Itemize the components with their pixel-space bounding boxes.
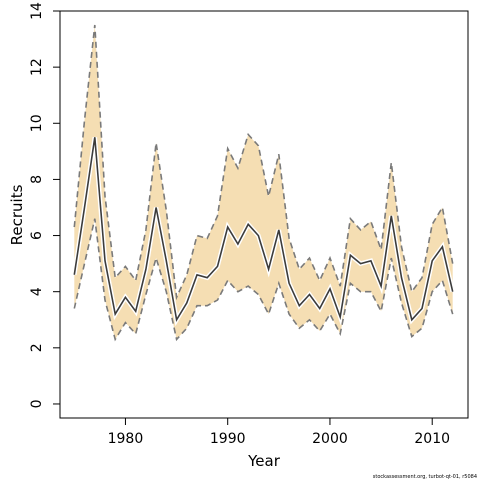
x-tick-label: 2010 (414, 431, 450, 447)
upper-bound-line (73, 24, 454, 301)
x-tick-label: 1980 (108, 431, 144, 447)
y-tick-label: 8 (29, 175, 45, 184)
y-tick-label: 12 (29, 58, 45, 76)
y-tick-label: 2 (29, 343, 45, 352)
y-tick-label: 6 (29, 231, 45, 240)
plot-frame (59, 10, 469, 419)
median-line (73, 137, 454, 323)
y-tick-label: 14 (29, 2, 45, 20)
y-axis-title: Recruits (8, 184, 26, 245)
x-tick-label: 2000 (312, 431, 348, 447)
y-tick-label: 0 (29, 400, 45, 409)
y-tick-label: 4 (29, 287, 45, 296)
confidence-band (74, 25, 453, 340)
lower-bound-line (73, 218, 454, 342)
y-axis: 0 2 4 6 8 10 12 14 (29, 2, 60, 408)
credit-text: stockassessment.org, turbot-qt-01, r5084 (373, 474, 477, 480)
x-axis: 1980 1990 2000 2010 (108, 418, 450, 447)
x-axis-title: Year (247, 452, 281, 470)
y-tick-label: 10 (29, 114, 45, 132)
x-tick-label: 1990 (210, 431, 246, 447)
